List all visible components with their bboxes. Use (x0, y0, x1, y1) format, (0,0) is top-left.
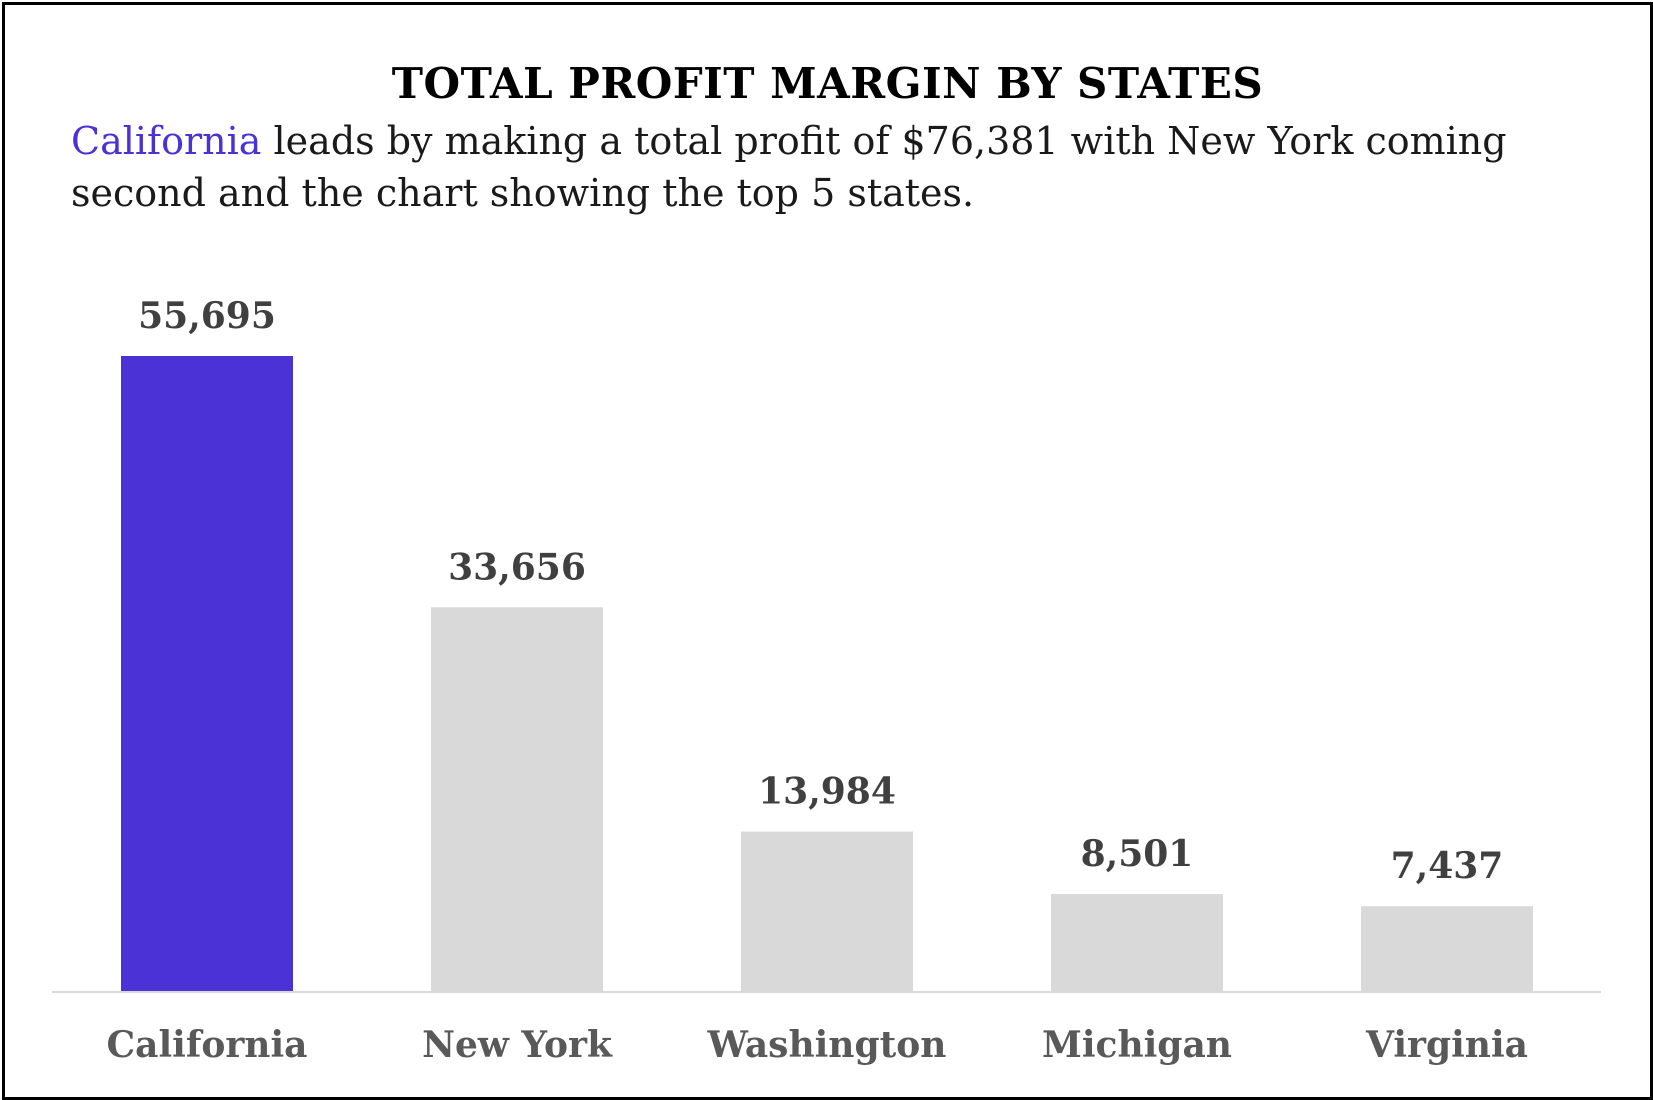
chart-subtitle: California leads by making a total profi… (71, 115, 1571, 219)
data-label-new-york: 33,656 (448, 546, 586, 588)
bars-layer (121, 356, 1533, 991)
data-label-michigan: 8,501 (1081, 833, 1194, 875)
category-label-new-york: New York (422, 1024, 613, 1066)
subtitle-highlight: California (71, 119, 262, 163)
category-label-virginia: Virginia (1365, 1024, 1528, 1066)
bar-new-york (431, 607, 603, 991)
category-label-michigan: Michigan (1042, 1024, 1232, 1066)
bar-california (121, 356, 293, 991)
labels-layer: 55,695 California 33,656 New York 13,984 Wash… (107, 295, 1528, 1066)
bar-virginia (1361, 906, 1533, 991)
data-label-washington: 13,984 (758, 771, 896, 813)
data-label-virginia: 7,437 (1391, 845, 1504, 887)
bar-washington (741, 831, 913, 991)
bar-michigan (1051, 894, 1223, 991)
data-label-california: 55,695 (138, 295, 276, 337)
category-label-california: California (107, 1024, 308, 1066)
category-label-washington: Washington (707, 1024, 947, 1066)
subtitle-text: leads by making a total profit of $76,38… (71, 119, 1507, 215)
chart-title: TOTAL PROFIT MARGIN BY STATES (391, 59, 1264, 108)
